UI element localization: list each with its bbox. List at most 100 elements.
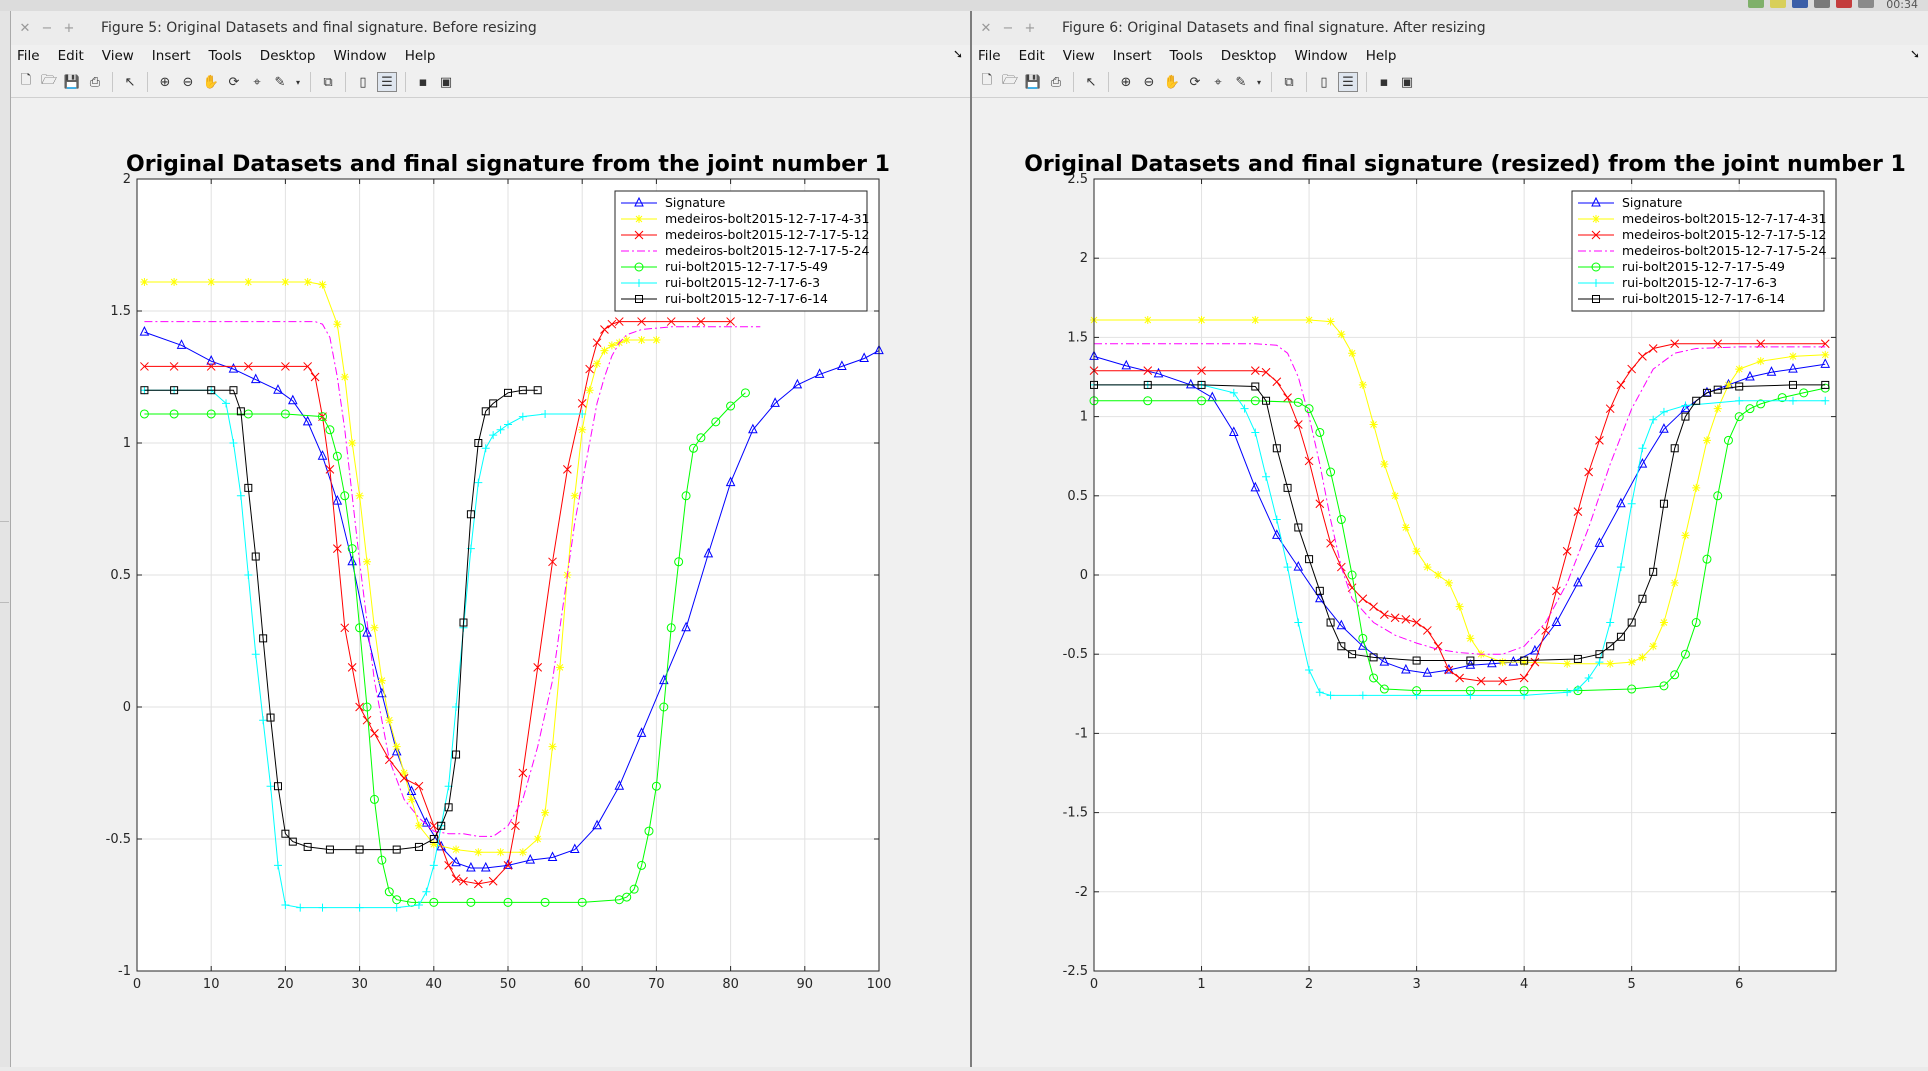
- data-point: [1735, 396, 1744, 405]
- data-point: [451, 874, 461, 883]
- menu-edit[interactable]: Edit: [1018, 48, 1045, 64]
- hide-plot-tools-icon[interactable]: ▪: [1379, 74, 1389, 90]
- open-file-icon[interactable]: 🗁: [1001, 73, 1019, 88]
- series-line: [144, 389, 538, 851]
- zoom-out-icon[interactable]: ⊖: [182, 74, 194, 90]
- dock-arrow-icon[interactable]: ➘: [1909, 47, 1920, 61]
- minimize-icon[interactable]: −: [41, 20, 53, 36]
- data-point: [296, 903, 305, 912]
- print-icon[interactable]: ⎙: [89, 74, 101, 90]
- menu-window[interactable]: Window: [1294, 48, 1348, 64]
- plot-canvas[interactable]: 0 1 2 3 4 5 6 -2.5 -2 -1.5 -1 -0.5 0 0.5 1 1.5 2 2.5Origi…: [972, 98, 1928, 1067]
- y-tick-label: 2: [1080, 251, 1088, 266]
- data-point: [414, 821, 423, 830]
- data-point: [1326, 538, 1335, 548]
- save-icon[interactable]: 💾: [1024, 74, 1042, 90]
- data-point: [636, 727, 647, 737]
- menu-tools[interactable]: Tools: [1169, 48, 1203, 64]
- data-point: [1649, 567, 1658, 576]
- pan-icon[interactable]: ✋: [202, 74, 220, 90]
- new-figure-icon[interactable]: 🗋: [981, 73, 993, 88]
- data-point: [585, 364, 594, 374]
- edit-plot-icon[interactable]: ↖: [1085, 74, 1097, 90]
- data-point: [726, 317, 735, 326]
- data-point: [681, 621, 691, 632]
- link-plot-icon[interactable]: ⧉: [323, 74, 333, 90]
- data-point: [414, 842, 423, 851]
- series-5: [1090, 380, 1830, 700]
- data-point: [1681, 531, 1690, 540]
- hide-plot-tools-icon[interactable]: ▪: [418, 74, 428, 90]
- menu-desktop[interactable]: Desktop: [1220, 48, 1277, 64]
- show-plot-tools-icon[interactable]: ▣: [439, 74, 453, 90]
- legend-marker: [1592, 295, 1600, 303]
- dock-arrow-icon[interactable]: ➘: [952, 47, 963, 61]
- menu-insert[interactable]: Insert: [1112, 48, 1152, 64]
- x-tick-label: 40: [426, 977, 443, 992]
- insert-legend-icon[interactable]: ☰: [1338, 72, 1358, 92]
- menu-help[interactable]: Help: [404, 48, 436, 64]
- insert-colorbar-icon[interactable]: ▯: [359, 74, 367, 90]
- zoom-in-icon[interactable]: ⊕: [1120, 74, 1132, 90]
- plot-canvas[interactable]: 0 10 20 30 40 50 60 70 80 90 100 -1 -0.5 0 0.5 1 1.5 2Ori…: [11, 98, 971, 1067]
- show-plot-tools-icon[interactable]: ▣: [1400, 74, 1414, 90]
- legend[interactable]: Signaturemedeiros-bolt2015-12-7-17-4-31m…: [614, 190, 869, 312]
- alert-icon[interactable]: [1836, 0, 1853, 8]
- rotate-3d-icon[interactable]: ⟳: [1189, 74, 1201, 90]
- data-point: [429, 835, 438, 843]
- minimize-icon[interactable]: −: [1002, 20, 1014, 36]
- insert-colorbar-icon[interactable]: ▯: [1320, 74, 1328, 90]
- maximize-icon[interactable]: +: [1024, 20, 1036, 36]
- notes-icon[interactable]: [1770, 0, 1787, 8]
- data-cursor-icon[interactable]: ⌖: [1214, 74, 1222, 90]
- menu-tools[interactable]: Tools: [208, 48, 242, 64]
- maximize-icon[interactable]: +: [63, 20, 75, 36]
- insert-legend-icon[interactable]: ☰: [377, 72, 397, 92]
- data-point: [251, 552, 260, 561]
- data-point: [1519, 673, 1529, 683]
- mail-icon[interactable]: [1814, 0, 1831, 8]
- data-point: [622, 336, 631, 345]
- menu-help[interactable]: Help: [1365, 48, 1397, 64]
- edit-plot-icon[interactable]: ↖: [124, 74, 136, 90]
- figure-window-5: ✕ − + Figure 5: Original Datasets and fi…: [10, 11, 971, 1067]
- rotate-3d-icon[interactable]: ⟳: [228, 74, 240, 90]
- data-point: [1251, 428, 1260, 437]
- pan-icon[interactable]: ✋: [1163, 74, 1181, 90]
- menu-view[interactable]: View: [101, 48, 134, 64]
- toolbar-separator: [1306, 72, 1307, 92]
- volume-icon[interactable]: [1858, 0, 1875, 8]
- brush-icon[interactable]: ✎: [274, 74, 286, 90]
- close-icon[interactable]: ✕: [980, 20, 992, 36]
- zoom-in-icon[interactable]: ⊕: [159, 74, 171, 90]
- series-line: [144, 389, 583, 909]
- open-file-icon[interactable]: 🗁: [40, 73, 58, 88]
- data-point: [1143, 380, 1152, 389]
- data-point: [1691, 618, 1701, 628]
- monitor-icon[interactable]: [1792, 0, 1809, 8]
- legend[interactable]: Signaturemedeiros-bolt2015-12-7-17-4-31m…: [1571, 190, 1826, 312]
- zoom-out-icon[interactable]: ⊖: [1143, 74, 1155, 90]
- menu-view[interactable]: View: [1062, 48, 1095, 64]
- menu-insert[interactable]: Insert: [151, 48, 191, 64]
- menu-edit[interactable]: Edit: [57, 48, 84, 64]
- menu-file[interactable]: File: [17, 48, 40, 64]
- series-3: [1094, 343, 1826, 655]
- menu-window[interactable]: Window: [333, 48, 387, 64]
- data-point: [229, 439, 238, 447]
- close-icon[interactable]: ✕: [19, 20, 31, 36]
- data-point: [593, 359, 602, 368]
- save-icon[interactable]: 💾: [63, 74, 81, 90]
- link-plot-icon[interactable]: ⧉: [1284, 74, 1294, 90]
- brush-icon[interactable]: ✎: [1235, 74, 1247, 90]
- data-point: [533, 835, 542, 843]
- menu-file[interactable]: File: [978, 48, 1001, 64]
- print-icon[interactable]: ⎙: [1050, 74, 1062, 90]
- data-cursor-icon[interactable]: ⌖: [253, 74, 261, 90]
- data-point: [1659, 499, 1668, 508]
- dropdown-arrow-icon[interactable]: ▾: [295, 77, 300, 87]
- network-icon[interactable]: [1748, 0, 1765, 8]
- dropdown-arrow-icon[interactable]: ▾: [1256, 77, 1261, 87]
- menu-desktop[interactable]: Desktop: [259, 48, 316, 64]
- new-figure-icon[interactable]: 🗋: [20, 73, 32, 88]
